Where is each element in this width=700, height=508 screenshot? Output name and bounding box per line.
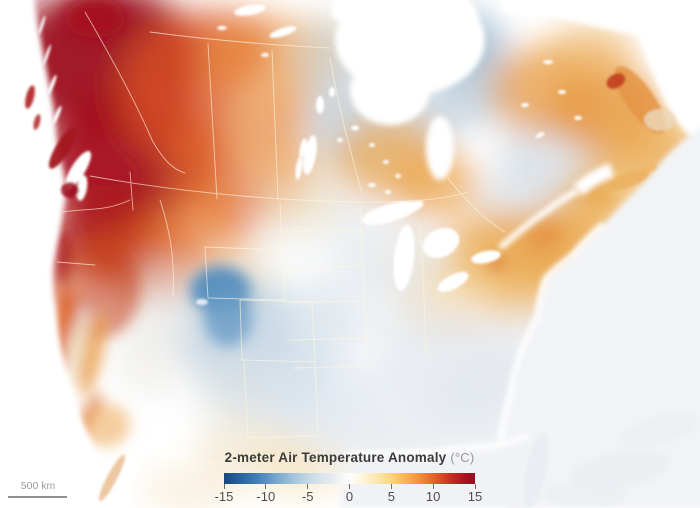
lake-huron (422, 227, 460, 259)
colorbar-tick (349, 484, 350, 489)
colorbar-tick (223, 484, 225, 489)
lake-ontario (471, 250, 501, 264)
colorbar-tick-label: 0 (345, 489, 354, 504)
vancouver-island (48, 127, 78, 169)
colorbar-tick-label: -15 (214, 489, 234, 504)
gulf-of-st-lawrence (573, 163, 615, 196)
st-lawrence-river (498, 187, 580, 251)
puget-sound (76, 175, 88, 201)
us-mexico-border (99, 446, 339, 499)
legend-title: 2-meter Air Temperature Anomaly (°C) (225, 450, 475, 465)
hudson-bay (330, 0, 560, 180)
anomaly-field-layer (10, 0, 700, 508)
legend-title-text: 2-meter Air Temperature Anomaly (224, 450, 447, 465)
arctic-water (520, 0, 700, 143)
haida-gwaii (25, 85, 35, 109)
colorbar-tick-label: 10 (425, 489, 441, 504)
coastline-fringe (344, 221, 606, 462)
scale-bar-label: 500 km (20, 480, 56, 492)
colorbar-tick (307, 484, 309, 489)
florida-peninsula (523, 432, 549, 508)
atlantic-ocean (500, 128, 700, 508)
small-lakes-layer (196, 4, 582, 305)
colorbar-tick (474, 484, 476, 489)
scale-bar-line (8, 496, 67, 498)
scale-bar: 500 km (8, 480, 68, 500)
colorbar-tick-label: -5 (301, 489, 314, 504)
labrador-hot-spot (606, 73, 626, 89)
legend: 2-meter Air Temperature Anomaly (°C) -15… (215, 450, 483, 504)
lake-erie (437, 271, 469, 293)
mississippi-delta (418, 454, 438, 462)
james-bay (426, 116, 454, 180)
newfoundland (644, 109, 676, 131)
colorbar-tick-label: -10 (256, 489, 276, 504)
colorbar-tick-label: 15 (467, 489, 483, 504)
us-canada-border (89, 175, 469, 203)
colorbar (224, 473, 475, 484)
great-lakes (362, 200, 501, 293)
great-salt-lake (196, 299, 208, 305)
colorbar-tick (390, 484, 392, 489)
olympic-peninsula (61, 182, 79, 198)
colorbar-tick-label: 5 (387, 489, 395, 504)
lake-winnipeg (303, 135, 317, 175)
lake-athabasca (269, 26, 297, 38)
gulf-of-california (111, 454, 139, 506)
lake-michigan (393, 225, 415, 291)
island-layer (25, 15, 676, 508)
colorbar-tick (432, 484, 434, 489)
baja-california (99, 454, 125, 502)
colorbar-tick (265, 484, 267, 489)
ocean-streaks (545, 412, 699, 507)
georgia-strait (64, 150, 92, 190)
boundary-lines-layer (56, 11, 506, 499)
legend-unit-text: (°C) (450, 450, 475, 465)
nova-scotia (607, 170, 649, 190)
